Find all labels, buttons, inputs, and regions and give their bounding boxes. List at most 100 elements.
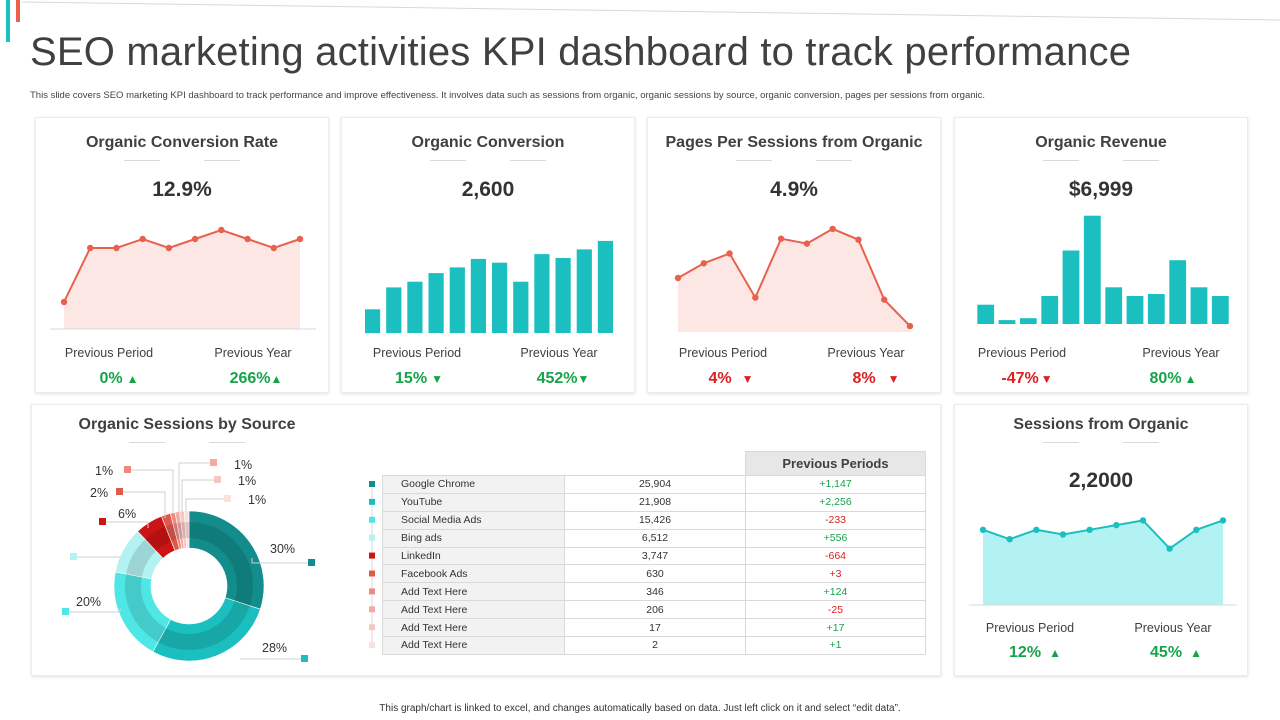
donut-inner-ring	[126, 539, 157, 578]
prev-period-value: 4%	[708, 370, 732, 387]
bar	[1169, 260, 1187, 324]
table-row: Add Text Here 346 +124	[382, 582, 926, 602]
legend-marker	[116, 488, 123, 495]
source-change: -664	[745, 546, 926, 566]
source-sessions: 346	[564, 582, 746, 602]
pages-per-session-area-chart	[674, 225, 914, 332]
source-sessions: 17	[564, 618, 746, 638]
source-change: +556	[745, 528, 926, 548]
data-point	[700, 260, 707, 267]
bar	[555, 258, 571, 333]
slice-label: 20%	[76, 595, 101, 609]
row-marker	[369, 498, 375, 505]
up-arrow-icon: ▲	[1184, 372, 1197, 386]
source-name: Bing ads	[382, 528, 565, 548]
slice-label: 30%	[270, 542, 295, 556]
source-change: +17	[745, 618, 926, 638]
data-point	[726, 250, 733, 257]
source-change: +124	[745, 582, 926, 602]
row-marker	[369, 588, 375, 595]
source-sessions: 6,512	[564, 528, 746, 548]
row-marker	[369, 570, 375, 577]
data-point	[165, 244, 173, 252]
data-point	[803, 240, 811, 247]
prev-year-change: 452%▼	[498, 370, 628, 388]
data-point	[218, 226, 225, 234]
source-name: YouTube	[382, 492, 565, 512]
data-point	[979, 526, 987, 533]
slice-label: 1%	[248, 493, 266, 507]
source-sessions: 25,904	[564, 475, 746, 494]
up-arrow-icon: ▲	[1190, 646, 1202, 660]
data-point	[270, 244, 277, 252]
leader-line	[103, 521, 149, 528]
table-header-blank	[565, 452, 746, 476]
bar	[386, 287, 402, 333]
source-change: +3	[745, 564, 926, 584]
title-underline	[129, 441, 245, 444]
data-point	[829, 225, 836, 233]
table-row: Social Media Ads 15,426 -233	[382, 510, 926, 530]
accent-bar-teal	[6, 0, 10, 42]
leader-line	[120, 491, 166, 518]
data-point	[674, 274, 682, 282]
source-sessions: 3,747	[564, 546, 746, 566]
source-change: -25	[745, 600, 926, 620]
prev-year-label: Previous Year	[1134, 621, 1212, 635]
prev-year-change: 8% ▼	[811, 370, 941, 388]
source-name: Google Chrome	[382, 475, 565, 494]
table-series-markers	[369, 481, 375, 649]
source-name: Add Text Here	[382, 618, 565, 638]
source-sessions: 206	[564, 600, 746, 620]
row-marker	[369, 642, 375, 649]
kpi-value: $6,999	[1068, 178, 1134, 201]
down-arrow-icon: ▼	[1040, 372, 1053, 386]
donut-slice	[188, 510, 265, 610]
page-title: SEO marketing activities KPI dashboard t…	[30, 30, 1132, 74]
prev-period-value: 12%	[1009, 644, 1042, 661]
data-point	[1059, 531, 1067, 538]
data-point	[87, 244, 94, 252]
donut-inner-ring	[165, 524, 178, 542]
row-marker	[369, 481, 375, 487]
table-header-previous-periods: Previous Periods	[745, 451, 926, 476]
bar	[1019, 318, 1037, 324]
card-title: Sessions from Organic	[1013, 416, 1189, 433]
legend-marker	[210, 459, 217, 466]
card-title: Organic Conversion Rate	[85, 134, 279, 151]
kpi-value: 4.9%	[770, 178, 818, 201]
row-marker	[369, 624, 375, 631]
donut-inner-ring	[177, 522, 184, 539]
prev-year-label: Previous Year	[827, 346, 905, 360]
row-marker	[369, 606, 375, 613]
source-sessions: 15,426	[564, 510, 746, 530]
bar	[365, 309, 381, 334]
bar	[1105, 287, 1123, 324]
prev-year-value: 266%	[229, 370, 271, 387]
leader-line	[128, 469, 174, 514]
bar	[470, 258, 486, 333]
legend-marker	[308, 559, 315, 566]
data-point	[60, 298, 68, 306]
bar	[576, 249, 592, 333]
title-underline	[1043, 441, 1159, 444]
bar	[597, 240, 613, 333]
sessions-by-source-donut-chart: 30% 28% 20% 6% 2% 1% 1% 1% 1%	[62, 458, 315, 662]
slice-label: 1%	[95, 464, 113, 478]
up-arrow-icon: ▲	[270, 372, 283, 386]
page-subtitle: This slide covers SEO marketing KPI dash…	[30, 90, 986, 101]
bar	[513, 281, 529, 333]
source-change: +1	[745, 636, 926, 655]
down-arrow-icon: ▼	[577, 372, 590, 386]
prev-period-label: Previous Period	[977, 346, 1067, 360]
slice-label: 1%	[238, 474, 256, 488]
donut-inner-ring	[158, 600, 250, 650]
prev-year-change: 80% ▲	[1108, 370, 1238, 388]
organic-revenue-bar-chart	[977, 215, 1229, 324]
sessions-by-source-table: Previous Periods Google Chrome 25,904 +1,1…	[382, 451, 926, 655]
prev-year-value: 8%	[852, 370, 876, 387]
donut-inner-ring	[188, 522, 253, 606]
card-pages-per-session: Pages Per Sessions from Organic 4.9% Pre…	[647, 117, 941, 393]
data-point	[1219, 517, 1227, 524]
table-row: Google Chrome 25,904 +1,147	[382, 475, 926, 494]
